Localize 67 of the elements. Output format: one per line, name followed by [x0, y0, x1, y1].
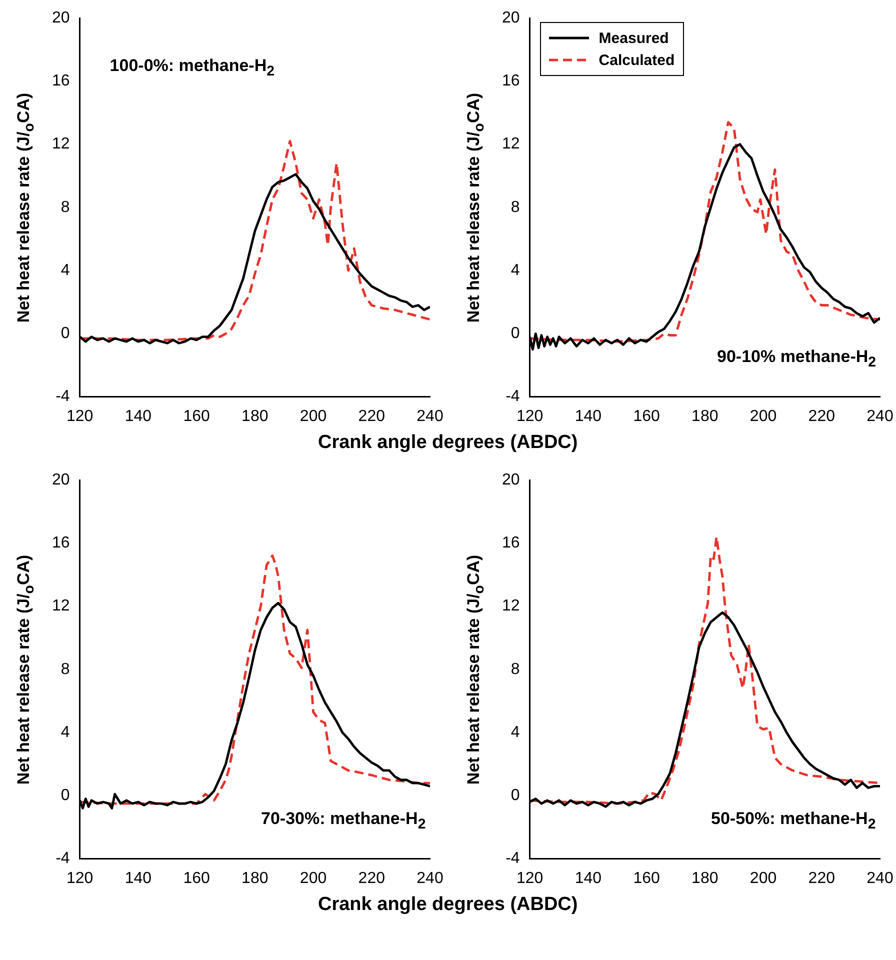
x-tick-label: 120 — [516, 870, 544, 887]
y-tick-label: 0 — [60, 325, 70, 342]
x-tick-label: 200 — [300, 408, 327, 425]
x-tick-label: 160 — [183, 408, 210, 425]
y-tick-label: -4 — [56, 388, 70, 406]
x-tick-label: 220 — [808, 870, 836, 887]
y-tick-label: 0 — [510, 787, 520, 804]
x-tick-label: 240 — [416, 870, 444, 887]
y-tick-label: 20 — [52, 9, 70, 26]
line-series — [80, 554, 430, 805]
x-tick-label: 180 — [692, 408, 718, 425]
x-tick-label: 200 — [300, 870, 327, 887]
x-tick-label: 240 — [416, 408, 444, 425]
annotation: 70-30%: methane-H$_{2}$ — [261, 809, 426, 833]
x-tick-label: 160 — [633, 408, 660, 425]
legend-label: Measured — [598, 30, 669, 46]
y-tick-label: 12 — [502, 598, 520, 615]
y-tick-label: 12 — [52, 598, 70, 615]
y-tick-label: 0 — [510, 325, 520, 342]
y-tick-label: 16 — [502, 534, 520, 552]
y-tick-label: 4 — [510, 724, 520, 741]
x-tick-label: 180 — [692, 870, 718, 887]
y-tick-label: 8 — [510, 660, 520, 678]
x-axis-title: Crank angle degrees (ABDC) — [318, 432, 578, 454]
annotation: 90-10% methane-H$_{2}$ — [717, 347, 876, 371]
x-tick-label: 120 — [516, 408, 544, 425]
x-tick-label: 120 — [66, 408, 94, 425]
y-tick-label: 12 — [52, 136, 70, 153]
x-tick-label: 160 — [183, 870, 210, 887]
x-tick-label: 200 — [750, 870, 777, 887]
y-tick-label: 8 — [510, 198, 520, 216]
line-series — [80, 140, 430, 342]
x-tick-label: 140 — [574, 870, 602, 887]
x-tick-label: 140 — [124, 870, 152, 887]
annotation: 100-0%: methane-H$_{2}$ — [110, 56, 274, 80]
x-tick-label: 220 — [358, 408, 386, 425]
y-tick-label: 4 — [510, 262, 520, 279]
legend-label: Calculated — [598, 52, 675, 68]
x-tick-label: 220 — [358, 870, 386, 887]
y-tick-label: 4 — [60, 262, 70, 279]
x-tick-label: 160 — [633, 870, 660, 887]
y-tick-label: 8 — [60, 660, 70, 678]
x-tick-label: 120 — [66, 870, 94, 887]
x-tick-label: 240 — [866, 870, 894, 887]
x-axis-title: Crank angle degrees (ABDC) — [318, 894, 578, 916]
x-tick-label: 240 — [866, 408, 894, 425]
y-tick-label: 16 — [502, 72, 520, 90]
y-tick-label: 16 — [52, 72, 70, 90]
y-tick-label: 20 — [52, 471, 70, 488]
y-tick-label: 8 — [60, 198, 70, 216]
x-tick-label: 220 — [808, 408, 836, 425]
x-tick-label: 140 — [574, 408, 602, 425]
y-tick-label: 20 — [502, 9, 520, 26]
y-tick-label: -4 — [56, 850, 70, 868]
line-series — [530, 536, 880, 805]
x-tick-label: 140 — [124, 408, 152, 425]
y-tick-label: -4 — [506, 388, 520, 406]
y-tick-label: -4 — [506, 850, 520, 868]
x-tick-label: 180 — [242, 408, 268, 425]
y-tick-label: 4 — [60, 724, 70, 741]
x-tick-label: 200 — [750, 408, 777, 425]
y-tick-label: 20 — [502, 471, 520, 488]
x-tick-label: 180 — [242, 870, 268, 887]
y-tick-label: 16 — [52, 534, 70, 552]
y-tick-label: 0 — [60, 787, 70, 804]
annotation: 50-50%: methane-H$_{2}$ — [711, 809, 876, 833]
y-tick-label: 12 — [502, 136, 520, 153]
